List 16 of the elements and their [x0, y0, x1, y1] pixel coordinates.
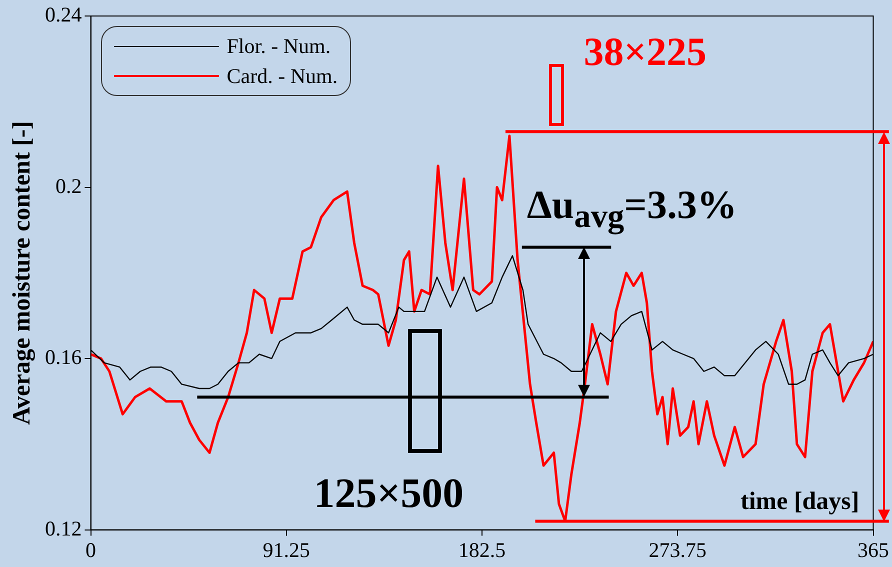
legend-label: Card. - Num. — [226, 63, 338, 90]
y-tick-label: 0.2 — [56, 174, 82, 198]
x-tick-label: 0 — [86, 538, 96, 562]
annotation: 125×500 — [314, 470, 464, 517]
y-axis-title: Average moisture content [-] — [8, 120, 36, 425]
y-tick-label: 0.16 — [45, 345, 82, 370]
x-tick-label: 182.5 — [458, 538, 506, 562]
x-tick-label: 91.25 — [262, 538, 310, 562]
legend-label: Flor. - Num. — [226, 33, 331, 60]
x-axis-title: time [days] — [740, 488, 860, 516]
y-tick-label: 0.12 — [45, 516, 82, 540]
y-tick-label: 0.24 — [45, 2, 82, 27]
x-tick-label: 273.75 — [648, 538, 706, 562]
x-tick-label: 365 — [858, 538, 889, 562]
annotation: Δu$_{avg}$=3.3% — [526, 182, 737, 236]
annotation: 38×225 — [584, 28, 707, 74]
